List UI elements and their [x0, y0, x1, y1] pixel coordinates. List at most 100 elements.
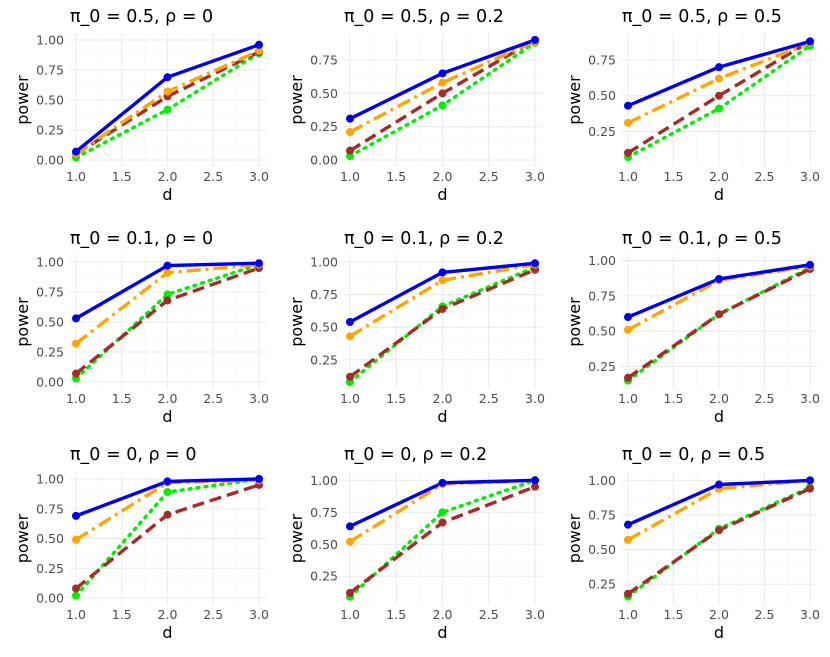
panel-title: π_0 = 0.1, ρ = 0.2	[344, 229, 504, 249]
series-point-3	[438, 304, 447, 313]
series-point-3	[624, 373, 632, 382]
x-tick-label: 1.0	[618, 607, 638, 622]
x-tick-label: 3.0	[525, 607, 545, 622]
y-tick-label: 1.00	[310, 473, 338, 488]
series-point-3	[715, 526, 723, 535]
series-point-1	[72, 511, 80, 520]
x-tick-label: 2.5	[203, 607, 223, 622]
y-tick-label: 1.00	[36, 33, 64, 48]
y-tick-label: 0.75	[588, 507, 616, 522]
y-tick-label: 0.50	[588, 542, 616, 557]
y-axis-title: power	[287, 297, 306, 347]
x-tick-label: 1.0	[618, 391, 638, 406]
panel-9: 1.0 1.5 2.0 2.5 3.0 0.25 0.50 0.75 1.00 π_0 = 0, …	[565, 445, 820, 642]
x-tick-label: 2.5	[755, 169, 775, 184]
series-point-2	[438, 78, 447, 87]
series-point-1	[715, 274, 723, 283]
y-tick-label: 1.00	[310, 255, 338, 270]
x-tick-label: 1.5	[664, 607, 684, 622]
series-point-1	[346, 114, 354, 123]
series-point-1	[624, 520, 632, 529]
series-point-4	[438, 508, 447, 517]
y-tick-label: 0.00	[36, 153, 64, 168]
series-point-3	[438, 89, 447, 98]
y-tick-label: 0.75	[588, 53, 616, 68]
panel-2: 1.0 1.5 2.0 2.5 3.0 0.00 0.25 0.50 0.75 π_0 = 0.5…	[287, 7, 545, 204]
x-axis-title: d	[437, 185, 447, 204]
x-tick-label: 1.5	[386, 391, 406, 406]
x-tick-label: 1.5	[112, 169, 132, 184]
y-tick-label: 0.00	[36, 591, 64, 606]
y-tick-label: 0.75	[36, 501, 64, 516]
y-tick-label: 0.50	[310, 320, 338, 335]
x-tick-label: 3.0	[249, 607, 269, 622]
panel-4: 1.0 1.5 2.0 2.5 3.0 0.00 0.25 0.50 0.75 1.00 π_0 =…	[13, 229, 269, 426]
y-tick-label: 0.25	[588, 577, 616, 592]
series-point-1	[163, 73, 172, 82]
series-point-4	[163, 488, 172, 497]
x-tick-label: 2.5	[755, 607, 775, 622]
x-tick-label: 1.5	[112, 391, 132, 406]
x-axis-title: d	[714, 185, 724, 204]
y-tick-label: 0.25	[36, 561, 64, 576]
y-tick-label: 0.50	[36, 315, 64, 330]
y-tick-label: 0.75	[310, 53, 338, 68]
y-tick-label: 0.00	[36, 375, 64, 390]
x-tick-label: 1.0	[66, 607, 86, 622]
y-axis-title: power	[287, 513, 306, 563]
y-tick-label: 0.50	[36, 93, 64, 108]
y-tick-label: 0.75	[36, 63, 64, 78]
panel-6: 1.0 1.5 2.0 2.5 3.0 0.25 0.50 0.75 1.00 π_0 = 0.1…	[565, 229, 820, 426]
y-tick-label: 0.00	[310, 153, 338, 168]
y-axis-title: power	[565, 297, 584, 347]
panel-title: π_0 = 0.1, ρ = 0.5	[622, 229, 782, 249]
y-tick-label: 0.25	[310, 352, 338, 367]
x-axis-title: d	[162, 623, 172, 642]
series-point-2	[163, 87, 172, 96]
y-tick-label: 0.25	[36, 345, 64, 360]
x-tick-label: 2.5	[203, 169, 223, 184]
series-point-2	[438, 276, 447, 285]
series-point-3	[806, 484, 814, 493]
y-tick-label: 0.50	[588, 88, 616, 103]
y-tick-label: 1.00	[36, 472, 64, 487]
x-tick-label: 3.0	[525, 391, 545, 406]
y-tick-label: 0.75	[588, 288, 616, 303]
y-tick-label: 1.00	[588, 473, 616, 488]
series-point-2	[163, 268, 172, 277]
series-point-1	[531, 259, 539, 268]
x-tick-label: 1.0	[66, 169, 86, 184]
series-point-1	[255, 259, 263, 268]
series-point-1	[806, 260, 814, 269]
y-tick-label: 0.75	[36, 285, 64, 300]
series-point-3	[715, 310, 723, 319]
series-point-4	[163, 290, 172, 299]
series-point-2	[624, 535, 632, 544]
y-axis-title: power	[565, 513, 584, 563]
series-point-1	[72, 314, 80, 323]
x-axis-title: d	[162, 407, 172, 426]
y-axis-title: power	[13, 513, 32, 563]
x-tick-label: 2.0	[433, 391, 453, 406]
y-tick-label: 0.25	[588, 359, 616, 374]
x-tick-label: 1.5	[664, 169, 684, 184]
x-tick-label: 2.5	[203, 391, 223, 406]
series-point-2	[346, 128, 354, 136]
x-tick-label: 3.0	[800, 607, 820, 622]
y-tick-label: 0.50	[588, 324, 616, 339]
series-point-1	[531, 36, 539, 44]
x-tick-label: 2.0	[158, 391, 178, 406]
panel-title: π_0 = 0.1, ρ = 0	[70, 229, 213, 249]
panel-title: π_0 = 0.5, ρ = 0.5	[622, 7, 782, 27]
series-point-4	[438, 101, 447, 110]
series-point-3	[346, 146, 354, 155]
x-tick-label: 2.0	[709, 169, 729, 184]
x-tick-label: 2.0	[709, 391, 729, 406]
series-point-4	[715, 104, 723, 113]
series-point-3	[624, 589, 632, 598]
series-point-2	[346, 537, 354, 546]
x-tick-label: 1.0	[66, 391, 86, 406]
series-point-1	[438, 69, 447, 78]
